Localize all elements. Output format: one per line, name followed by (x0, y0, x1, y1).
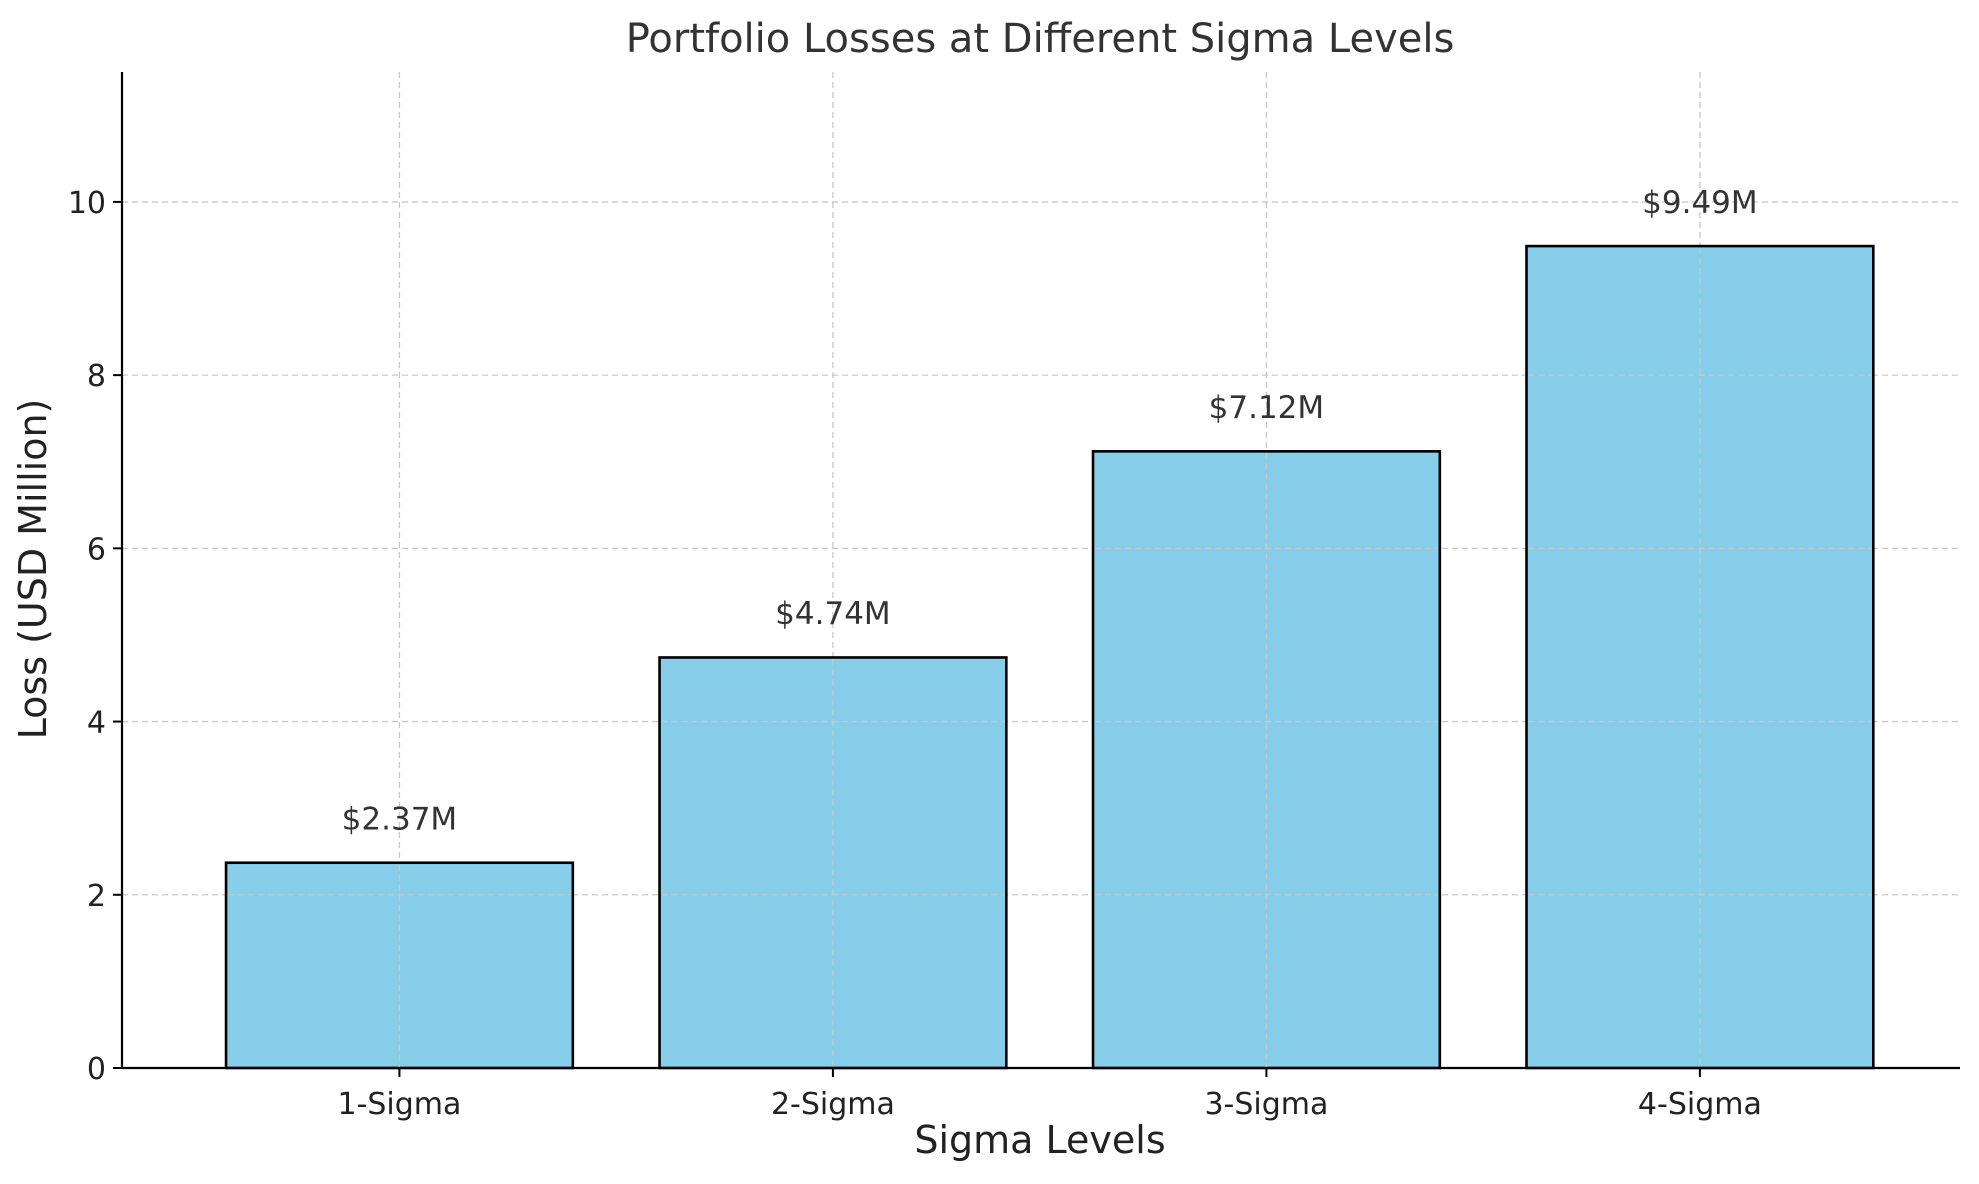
y-axis-label: Loss (USD Million) (11, 399, 55, 740)
y-tick-label: 4 (87, 706, 106, 741)
y-tick-label: 2 (87, 879, 106, 914)
bars (224, 244, 1875, 1070)
data-label: $4.74M (775, 596, 891, 632)
x-tick-label: 4-Sigma (1638, 1087, 1762, 1122)
x-tick-label: 1-Sigma (337, 1087, 461, 1122)
chart-title: Portfolio Losses at Different Sigma Leve… (626, 16, 1455, 62)
data-label: $2.37M (342, 801, 458, 837)
data-labels: $2.37M $4.74M $7.12M $9.49M (342, 185, 1758, 838)
tick-labels: 0 2 4 6 8 10 1-Sigma 2-Sigma 3-Sigma 4-Sigma (68, 186, 1762, 1122)
data-label: $9.49M (1642, 185, 1758, 221)
x-tick-label: 3-Sigma (1204, 1087, 1328, 1122)
y-tick-label: 8 (87, 359, 106, 394)
x-axis-label: Sigma Levels (914, 1118, 1165, 1162)
y-tick-label: 0 (87, 1052, 106, 1087)
y-tick-label: 6 (87, 532, 106, 567)
data-label: $7.12M (1209, 390, 1325, 426)
y-tick-label: 10 (68, 186, 106, 221)
axes (113, 72, 1960, 1077)
x-tick-label: 2-Sigma (771, 1087, 895, 1122)
